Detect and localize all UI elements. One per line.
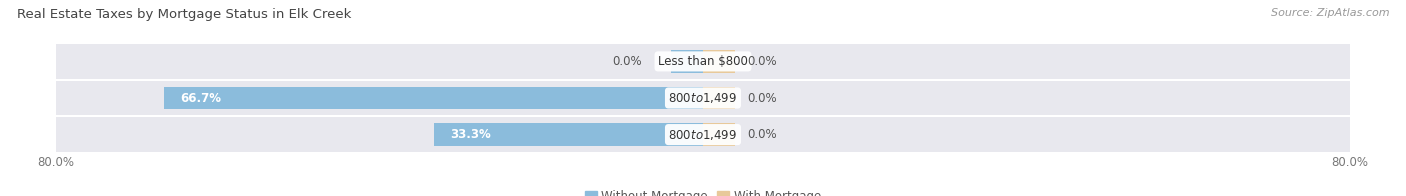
Bar	[671, 50, 703, 73]
Bar	[703, 123, 735, 146]
Bar	[163, 87, 703, 109]
Bar	[56, 44, 703, 79]
Bar	[703, 50, 735, 73]
Text: 0.0%: 0.0%	[748, 55, 778, 68]
Bar	[703, 87, 735, 109]
Text: 66.7%: 66.7%	[180, 92, 221, 104]
Text: 0.0%: 0.0%	[748, 92, 778, 104]
Bar	[703, 81, 1350, 115]
Bar	[434, 123, 703, 146]
Text: Real Estate Taxes by Mortgage Status in Elk Creek: Real Estate Taxes by Mortgage Status in …	[17, 8, 352, 21]
Legend: Without Mortgage, With Mortgage: Without Mortgage, With Mortgage	[581, 185, 825, 196]
Bar	[56, 81, 703, 115]
Bar	[703, 117, 1350, 152]
Bar	[703, 44, 1350, 79]
Text: 33.3%: 33.3%	[450, 128, 491, 141]
Text: Less than $800: Less than $800	[658, 55, 748, 68]
Text: $800 to $1,499: $800 to $1,499	[668, 91, 738, 105]
Bar	[56, 117, 703, 152]
Text: 0.0%: 0.0%	[748, 128, 778, 141]
Text: Source: ZipAtlas.com: Source: ZipAtlas.com	[1271, 8, 1389, 18]
Text: 0.0%: 0.0%	[613, 55, 643, 68]
Text: $800 to $1,499: $800 to $1,499	[668, 128, 738, 142]
